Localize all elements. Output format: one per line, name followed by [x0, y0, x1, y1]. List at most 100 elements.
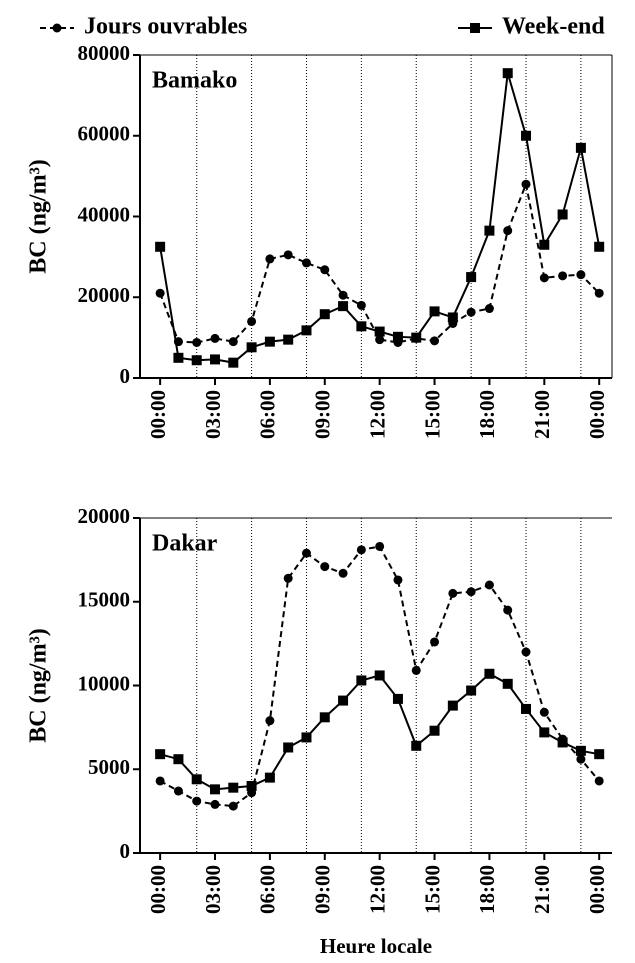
legend-label: Week-end [502, 14, 605, 40]
x-tick-label: 03:00 [201, 865, 225, 914]
x-tick-label: 12:00 [365, 390, 389, 439]
data-point [301, 548, 311, 558]
x-tick-label: 15:00 [420, 390, 444, 439]
data-point [466, 587, 476, 597]
x-tick-label: 06:00 [256, 865, 280, 914]
y-tick-label: 80000 [78, 41, 131, 65]
data-point [484, 225, 495, 236]
data-point [594, 241, 605, 252]
panel-title: Bamako [152, 68, 237, 94]
data-point [392, 693, 403, 704]
legend-marker [470, 23, 480, 33]
data-point [447, 700, 458, 711]
x-tick-label: 21:00 [530, 390, 554, 439]
data-point [265, 254, 275, 264]
data-point [576, 270, 586, 280]
data-point [320, 562, 330, 572]
data-point [246, 342, 257, 353]
x-tick-label: 00:00 [585, 390, 609, 439]
data-point [575, 745, 586, 756]
y-tick-label: 40000 [78, 202, 131, 226]
x-tick-label: 18:00 [475, 390, 499, 439]
data-point [210, 799, 220, 809]
data-point [338, 290, 348, 300]
data-point [246, 781, 257, 791]
data-point [356, 675, 367, 686]
data-point [155, 749, 166, 760]
data-point [265, 716, 275, 726]
data-point [466, 307, 476, 317]
legend-marker [52, 23, 62, 33]
data-point [210, 333, 220, 343]
data-point [155, 776, 165, 786]
x-tick-label: 06:00 [256, 390, 280, 439]
data-point [210, 784, 221, 795]
data-point [192, 337, 202, 347]
data-point [594, 288, 604, 298]
data-point [155, 241, 166, 252]
data-point [301, 258, 311, 268]
y-tick-label: 0 [120, 839, 131, 863]
data-point [576, 754, 586, 764]
data-point [521, 647, 531, 657]
data-point [228, 357, 239, 368]
y-tick-label: 10000 [78, 671, 131, 695]
data-point [191, 355, 202, 366]
data-point [301, 325, 312, 336]
x-tick-label: 03:00 [201, 390, 225, 439]
data-point [484, 668, 495, 679]
data-point [558, 271, 568, 281]
legend-label: Jours ouvrables [84, 14, 247, 40]
data-point [319, 712, 330, 723]
data-point [448, 588, 458, 598]
data-point [247, 316, 257, 326]
data-point [338, 301, 349, 312]
x-axis-label: Heure locale [320, 934, 432, 958]
data-point [466, 272, 477, 283]
data-point [393, 575, 403, 585]
panel-title: Dakar [152, 531, 218, 557]
data-point [264, 772, 275, 783]
data-point [374, 670, 385, 681]
data-point [338, 695, 349, 706]
data-point [484, 580, 494, 590]
data-point [429, 725, 440, 736]
data-point [173, 754, 184, 765]
y-tick-label: 5000 [88, 755, 130, 779]
data-point [210, 354, 221, 365]
data-point [173, 352, 184, 363]
x-tick-label: 21:00 [530, 865, 554, 914]
data-point [283, 573, 293, 583]
data-point [375, 541, 385, 551]
data-point [301, 732, 312, 743]
y-tick-label: 0 [120, 364, 131, 388]
data-point [411, 665, 421, 675]
data-point [264, 336, 275, 347]
data-point [503, 226, 513, 236]
data-point [539, 273, 549, 283]
data-point [228, 782, 239, 793]
data-point [502, 678, 513, 689]
x-tick-label: 09:00 [311, 865, 335, 914]
y-tick-label: 60000 [78, 122, 131, 146]
data-point [557, 209, 568, 220]
data-point [356, 300, 366, 310]
data-point [283, 250, 293, 260]
data-point [411, 332, 422, 343]
data-point [429, 306, 440, 317]
data-point [191, 774, 202, 785]
data-point [539, 707, 549, 717]
data-point [521, 179, 531, 189]
data-point [338, 568, 348, 578]
data-point [594, 776, 604, 786]
data-point [594, 749, 605, 760]
series-line [159, 180, 600, 344]
data-point [283, 742, 294, 753]
data-point [503, 605, 513, 615]
x-tick-label: 00:00 [585, 865, 609, 914]
data-point [320, 265, 330, 275]
data-point [374, 326, 385, 337]
x-tick-label: 12:00 [365, 865, 389, 914]
data-point [173, 786, 183, 796]
